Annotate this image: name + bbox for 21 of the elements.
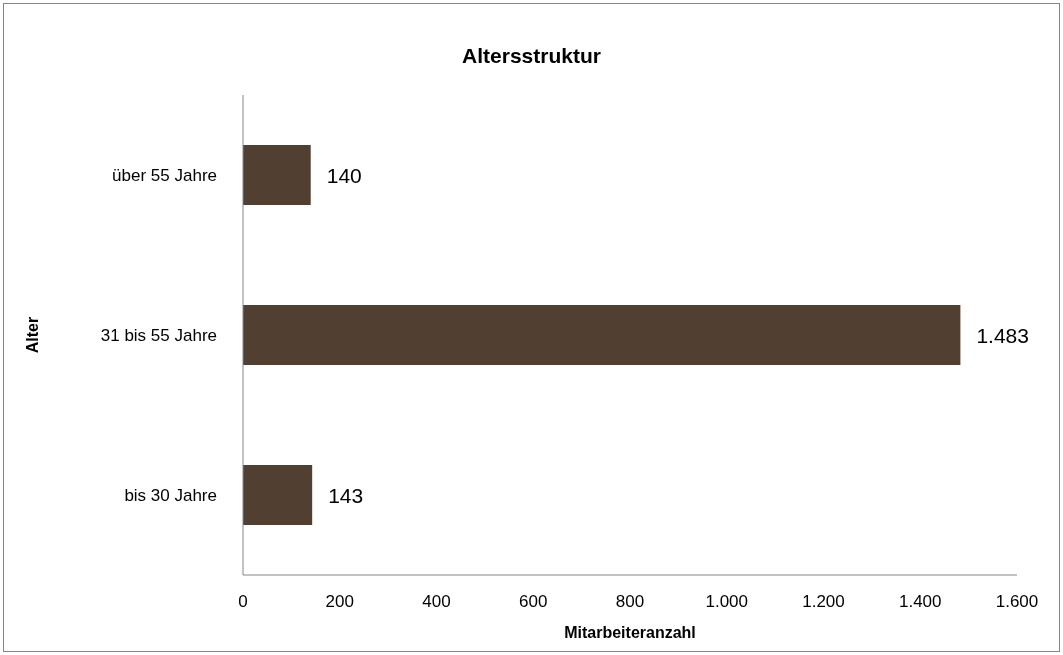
y-axis-title: Alter	[23, 316, 41, 354]
x-tick-label: 600	[519, 592, 548, 612]
chart-title: Altersstruktur	[461, 44, 602, 68]
bar	[243, 305, 961, 365]
x-tick-label: 1.200	[802, 592, 845, 612]
data-label: 1.483	[976, 323, 1029, 347]
x-axis-title: Mitarbeiteranzahl	[564, 624, 696, 642]
y-tick-label: über 55 Jahre	[112, 166, 217, 186]
x-tick-label: 1.000	[705, 592, 749, 612]
data-label: 143	[328, 483, 364, 507]
bar	[243, 145, 311, 205]
x-tick-label: 1.600	[995, 592, 1039, 612]
x-tick-label: 1.400	[898, 592, 942, 612]
y-tick-label: 31 bis 55 Jahre	[100, 326, 217, 346]
y-tick-label: bis 30 Jahre	[124, 486, 217, 506]
data-label: 140	[326, 163, 362, 187]
x-tick-label: 200	[325, 592, 354, 612]
x-tick-label: 800	[615, 592, 645, 612]
x-tick-label: 0	[238, 592, 248, 612]
bar	[243, 465, 313, 525]
x-tick-label: 400	[422, 592, 451, 612]
